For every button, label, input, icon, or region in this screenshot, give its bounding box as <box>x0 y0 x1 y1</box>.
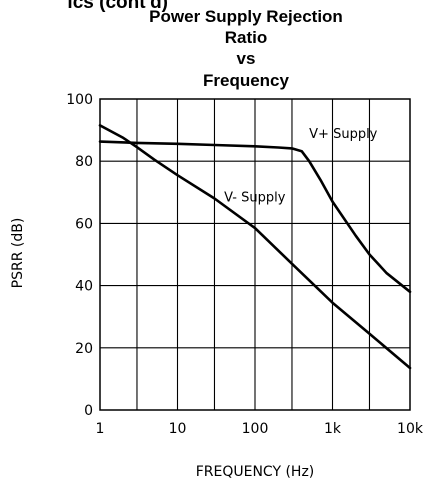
y-axis-label: PSRR (dB) <box>10 218 26 289</box>
y-tick-label: 40 <box>75 279 93 295</box>
y-tick-label: 100 <box>66 92 93 108</box>
y-tick-label: 0 <box>84 403 93 419</box>
chart-title: Power Supply Rejection Ratio vs Frequenc… <box>149 7 343 90</box>
series-line-v-minus <box>98 124 412 370</box>
grid <box>100 99 410 410</box>
title-line-1: Power Supply Rejection <box>149 7 343 26</box>
x-tick-label: 1k <box>324 421 342 437</box>
series-label-v-plus: V+ Supply <box>309 127 378 142</box>
series-labels: V+ Supply V- Supply <box>224 127 378 206</box>
title-line-4: Frequency <box>203 71 290 90</box>
series-line-v-plus <box>98 140 412 294</box>
title-line-3: vs <box>237 49 256 68</box>
x-tick-label: 10k <box>397 421 424 437</box>
series-lines <box>98 124 412 370</box>
clipped-header-text: ics (cont'd) <box>67 0 168 13</box>
x-tick-label: 100 <box>242 421 269 437</box>
x-tick-label: 1 <box>96 421 105 437</box>
y-tick-label: 60 <box>75 216 93 232</box>
x-tick-label: 10 <box>169 421 187 437</box>
tick-labels: 1 10 100 1k 10k 0 20 40 60 80 100 <box>66 92 424 437</box>
title-line-2: Ratio <box>225 28 268 47</box>
y-tick-label: 80 <box>75 154 93 170</box>
y-tick-label: 20 <box>75 341 93 357</box>
plot-frame <box>99 98 411 411</box>
series-label-v-minus: V- Supply <box>224 191 286 206</box>
x-axis-label: FREQUENCY (Hz) <box>196 464 315 480</box>
